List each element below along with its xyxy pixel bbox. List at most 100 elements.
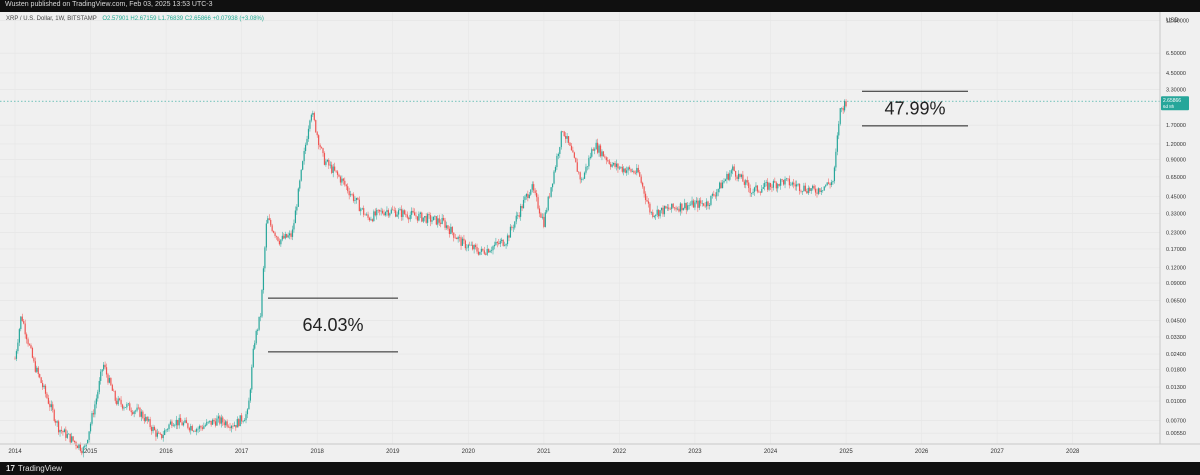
candle-body [562,131,564,132]
candle-body [50,404,52,408]
candle-body [521,206,523,209]
chart-pane[interactable]: 64.03% 47.99% USD 12.00000 6.50000 4.50000 3.… [0,12,1200,462]
candle-body [284,234,286,239]
candle-body [164,430,166,435]
candle-body [214,421,217,426]
candle-body [493,244,496,247]
candle-body [833,167,836,182]
candle-body [525,193,528,197]
candle-body [79,444,81,451]
candle-body [342,178,344,181]
candle-body [841,107,843,109]
candle-body [325,161,327,165]
candle-body [766,181,769,190]
candle-body [367,214,369,218]
candle-body [174,425,176,426]
candle-body [332,166,334,173]
candle-body [123,407,125,409]
candle-body [531,184,533,190]
candle-body [233,425,235,427]
candle-body [626,170,628,173]
candle-body [405,213,407,215]
candle-body [617,163,619,169]
tradingview-logo[interactable]: 17 TradingView [6,464,62,473]
candle-body [162,434,164,439]
candle-body [171,421,173,427]
candle-body [528,194,530,199]
measure-annotations[interactable]: 64.03% 47.99% [268,90,968,353]
candle-body [807,187,809,194]
candle-body [232,425,234,427]
candle-body [823,186,825,191]
candle-body [348,191,350,196]
candle-body [259,316,262,318]
candle-body [806,191,808,194]
candle-body [793,182,795,185]
candle-body [155,430,157,437]
candle-body [438,218,440,223]
candle-body [347,186,349,192]
candle-body [713,194,715,196]
candle-body [371,219,374,222]
candle-body [409,214,411,220]
candle-body [197,428,199,430]
candle-body [506,235,509,245]
candle-body [59,429,61,433]
y-tick-label: 1.20000 [1166,142,1186,148]
candle-body [300,169,302,181]
candle-body [241,415,243,422]
footer-bar: 17 TradingView [0,462,1200,475]
candle-body [323,153,326,165]
candle-body [380,210,382,212]
candle-body [52,404,54,411]
candle-body [36,367,38,372]
candle-body [461,238,464,246]
candle-body [665,206,667,209]
candle-body [435,216,437,225]
candle-body [595,142,597,150]
candle-body [47,397,50,404]
candle-body [34,361,36,372]
candle-body [490,250,493,251]
candlestick-series [0,99,1160,458]
candle-body [293,223,295,230]
candle-body [592,149,594,151]
candle-body [479,251,481,255]
candle-body [714,195,716,197]
candle-body [31,348,34,358]
candle-body [229,426,231,429]
candle-body [633,171,635,173]
x-tick-label: 2018 [311,449,325,455]
candle-body [213,419,215,422]
candle-body [615,163,618,167]
candle-body [663,206,666,215]
y-tick-label: 4.50000 [1166,71,1186,77]
candle-body [14,358,16,360]
candle-body [692,200,695,208]
candle-body [816,192,818,194]
candle-body [759,192,761,193]
candle-body [687,205,689,210]
candle-body [150,427,153,432]
candle-body [277,236,279,241]
candle-body [755,185,757,188]
candle-body [737,173,740,179]
candle-body [239,415,241,427]
candle-body [445,225,448,228]
y-tick-label: 0.03300 [1166,335,1186,341]
candle-body [822,190,824,191]
time-axis[interactable]: 2014 2015 2016 2017 2018 2019 2020 2021 2022 2023… [0,443,1200,455]
candle-body [554,167,557,172]
x-tick-label: 2017 [235,449,249,455]
candle-body [400,209,403,217]
brand-name: TradingView [17,464,62,473]
candle-body [768,183,770,190]
candle-body [334,166,336,171]
candle-body [460,237,462,246]
candle-body [136,407,138,411]
candle-body [381,210,384,214]
symbol-title: XRP / U.S. Dollar, 1W, BITSTAMP [6,16,97,22]
candle-body [502,239,504,246]
